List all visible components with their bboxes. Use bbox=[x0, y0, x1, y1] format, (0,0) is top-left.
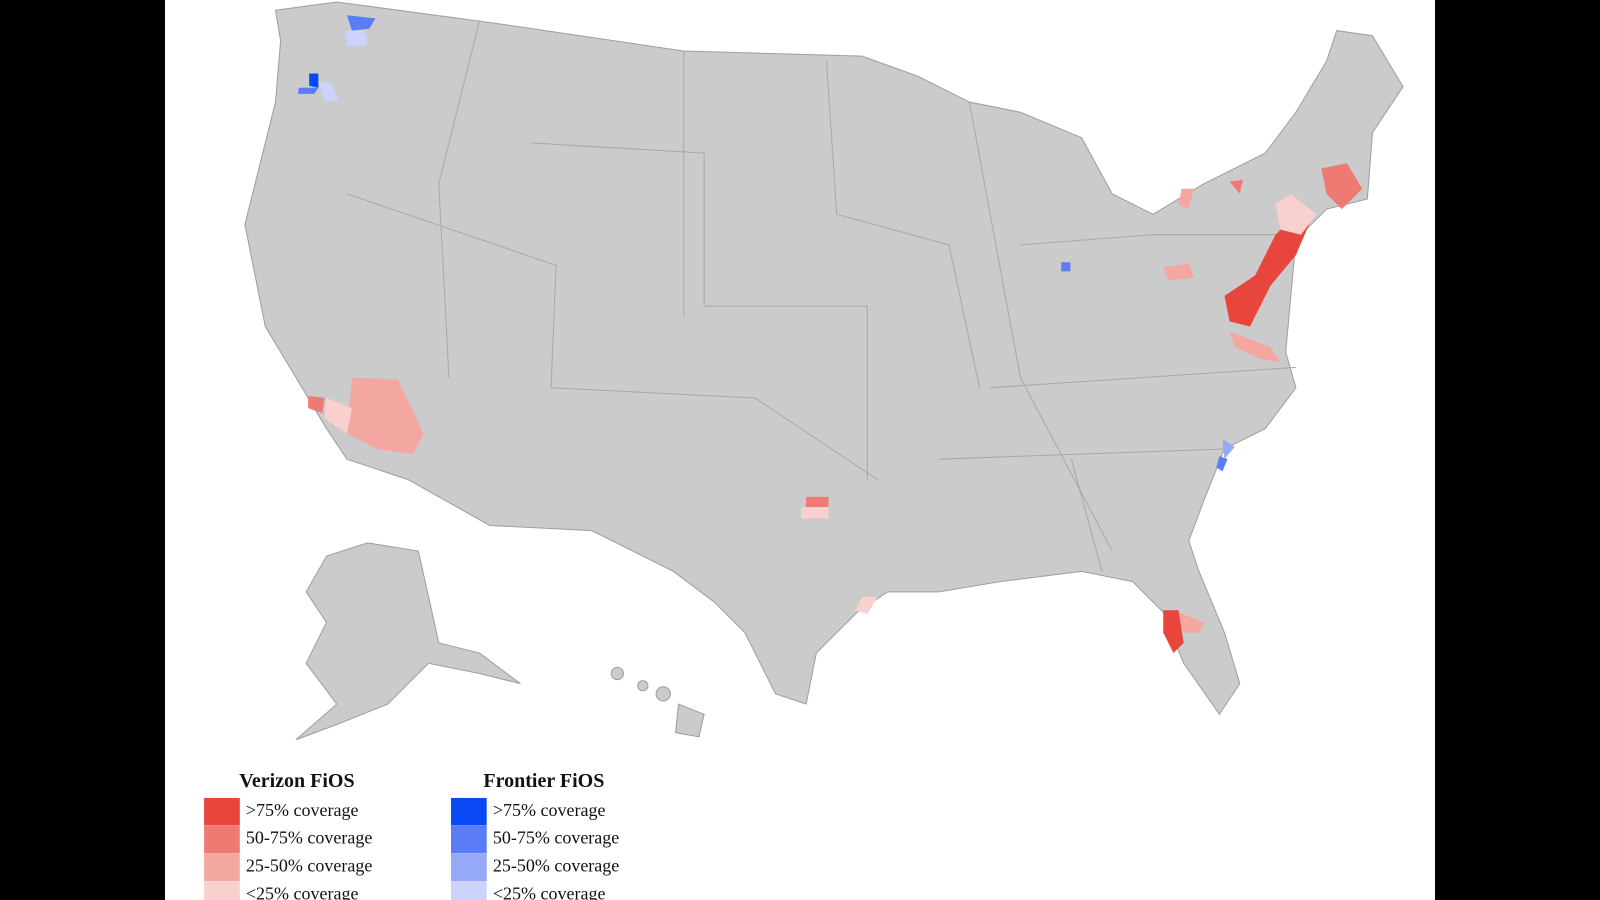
legend-label: >75% coverage bbox=[493, 800, 606, 820]
hawaii bbox=[610, 666, 705, 738]
legend-label: 50-75% coverage bbox=[246, 828, 372, 848]
legend-swatch bbox=[204, 853, 240, 882]
legend-label: 25-50% coverage bbox=[246, 856, 372, 876]
legend-label: <25% coverage bbox=[246, 883, 359, 900]
verizon-areas bbox=[308, 163, 1363, 654]
legend-swatch bbox=[451, 881, 487, 900]
legend-swatch bbox=[204, 881, 240, 900]
legend-label: 25-50% coverage bbox=[493, 856, 619, 876]
legend-title: Frontier FiOS bbox=[483, 770, 604, 792]
legend-label: >75% coverage bbox=[246, 800, 359, 820]
legend-label: 50-75% coverage bbox=[493, 828, 619, 848]
legend-swatch bbox=[204, 825, 240, 854]
legend-title: Verizon FiOS bbox=[239, 770, 354, 792]
legend-swatch bbox=[451, 853, 487, 882]
us-map bbox=[244, 1, 1404, 741]
legend-swatch bbox=[451, 825, 487, 854]
legend: Verizon FiOS >75% coverage 50-75% coverage… bbox=[204, 770, 619, 900]
alaska bbox=[295, 542, 521, 741]
frontier-areas bbox=[297, 15, 1235, 472]
contiguous-us bbox=[244, 1, 1404, 716]
state-borders bbox=[346, 20, 1296, 572]
legend-swatch bbox=[204, 797, 240, 826]
legend-label: <25% coverage bbox=[493, 883, 606, 900]
legend-swatch bbox=[451, 797, 487, 826]
